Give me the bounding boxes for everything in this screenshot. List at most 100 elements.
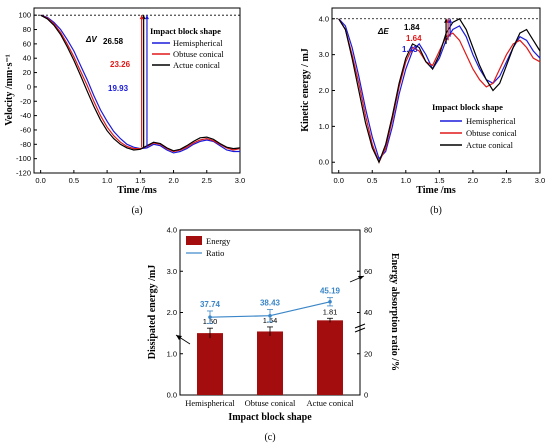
panel-b-delta-arrowhead: [448, 18, 453, 23]
panel-c-ratio-point: [268, 313, 272, 318]
panel-b-legend-obtuse: Obtuse conical: [466, 128, 517, 138]
panel-c-ytick-label: 4.0: [167, 226, 177, 235]
panel-b-caption: (b): [430, 205, 442, 216]
panel-c-legend-energy: Energy: [206, 236, 231, 246]
panel-a-legend-actue: Actue conical: [173, 60, 221, 70]
panel-a-ytick-label: -20: [20, 97, 31, 106]
panel-c-category-label: Hemispherical: [185, 398, 235, 408]
panel-c-y2tick-label: 20: [364, 349, 372, 358]
panel-a-delta-hemispherical: 19.93: [108, 84, 129, 93]
panel-c-ytick-label: 3.0: [167, 267, 177, 276]
panel-c-category-label: Actue conical: [307, 398, 355, 408]
panel-c-ylabel: Dissipated energy /mJ: [147, 265, 158, 359]
panel-b-ytick-label: 4.0: [319, 14, 329, 23]
panel-b-ytick-label: 0.0: [319, 158, 329, 167]
panel-b-ylabel: Kinetic energy / mJ: [300, 48, 311, 132]
panel-a-ytick-label: 100: [18, 11, 31, 20]
panel-c-y2label: Energy absorption ratio /%: [389, 253, 400, 371]
panel-a-xtick-label: 1.0: [102, 176, 112, 185]
panel-c-ytick-label: 2.0: [167, 308, 177, 317]
panel-b-ytick-label: 1.0: [319, 122, 329, 131]
panel-a-xtick-label: 0.5: [69, 176, 79, 185]
panel-b-xtick-label: 0.0: [333, 176, 343, 185]
panel-a-xtick-label: 1.5: [135, 176, 145, 185]
panel-a-legend-title: Impact block shape: [150, 26, 221, 36]
panel-a-xlabel: Time /ms: [117, 185, 157, 196]
panel-c-ratio-label: 38.43: [260, 299, 281, 308]
panel-c-arrow-left: [175, 334, 191, 345]
panel-a-ytick-label: 20: [23, 68, 31, 77]
panel-b-series-actue: [338, 18, 541, 164]
panel-c-xlabel: Impact block shape: [228, 412, 312, 423]
panel-c-bar-label: 1.81: [323, 307, 338, 316]
panel-a-ytick-label: -60: [20, 125, 31, 134]
panel-c-bar: [317, 320, 343, 395]
panel-c-ratio-point: [328, 299, 332, 304]
panel-b-legend-actue: Actue conical: [466, 140, 514, 150]
panel-b-xtick-label: 2.5: [501, 176, 511, 185]
panel-a-xtick-label: 0.0: [35, 176, 45, 185]
panel-c-y2tick-label: 80: [364, 226, 372, 235]
panel-b-xlabel: Time /ms: [416, 185, 456, 196]
panel-b-legend-hemispherical: Hemispherical: [466, 116, 516, 126]
panel-b-delta-symbol: ΔE: [377, 27, 389, 36]
panel-b-ytick-label: 2.0: [319, 86, 329, 95]
panel-a-delta-arrowhead: [139, 15, 144, 20]
panel-c-y2tick-label: 40: [364, 308, 372, 317]
panel-b-delta-actue: 1.84: [404, 23, 420, 32]
panel-b-legend: Impact block shape Hemispherical Obtuse …: [432, 102, 517, 150]
panel-c-y2tick-label: 60: [364, 267, 372, 276]
panel-c-ytick-label: 1.0: [167, 349, 177, 358]
panel-b-series-obtuse: [338, 18, 541, 164]
panel-b-xtick-label: 0.5: [367, 176, 377, 185]
panel-a-ytick-label: 0: [27, 82, 31, 91]
panel-b-series-hemispherical: [338, 18, 541, 160]
panel-c-ytick-label: 0.0: [167, 391, 177, 400]
panel-b-xtick-label: 3.0: [535, 176, 545, 185]
panel-b-delta-obtuse: 1.64: [406, 34, 422, 43]
panel-c-y2tick-label: 0: [364, 391, 368, 400]
panel-a-legend-obtuse: Obtuse conical: [173, 49, 224, 59]
panel-a-xtick-label: 2.0: [168, 176, 178, 185]
panel-a-xtick-label: 2.5: [202, 176, 212, 185]
panel-a-ytick-label: -100: [16, 154, 31, 163]
panel-b-xtick-label: 1.0: [401, 176, 411, 185]
panel-a-ytick-label: 40: [23, 54, 31, 63]
panel-b-delta-hemispherical: 1.43: [402, 45, 418, 54]
panel-c-ratio-point: [208, 315, 212, 319]
panel-c-category-label: Obtuse conical: [245, 398, 296, 408]
panel-a-series-obtuse: [40, 14, 241, 153]
panel-a-ytick-label: -80: [20, 140, 31, 149]
panel-b-xtick-label: 2.0: [468, 176, 478, 185]
panel-a-delta-obtuse: 23.26: [110, 60, 131, 69]
panel-a-velocity: 0.0 0.5 1.0 1.5 2.0 2.5 3.0 100 80 60 40 20 0 -20 -40 -…: [4, 7, 245, 216]
panel-c-axis-break: [354, 323, 366, 333]
panel-a-frame: [33, 7, 241, 174]
panel-a-ytick-label: 80: [23, 25, 31, 34]
panel-a-ytick-label: -120: [16, 169, 31, 178]
panel-a-ytick-label: -40: [20, 111, 31, 120]
panel-c-legend: Energy Ratio: [186, 236, 231, 258]
panel-a-ylabel: Velocity /mm·s⁻¹: [4, 54, 15, 126]
panel-c-ratio-label: 37.74: [200, 300, 221, 309]
panel-c-legend-swatch-energy: [186, 236, 202, 245]
panel-a-delta-arrowhead: [144, 15, 149, 20]
panel-a-delta-actue: 26.58: [103, 37, 124, 46]
panel-a-legend-hemispherical: Hemispherical: [173, 38, 223, 48]
panel-c-ratio-label: 45.19: [320, 287, 341, 296]
panel-b-legend-title: Impact block shape: [432, 102, 503, 112]
panel-c-bar: [197, 333, 223, 395]
panel-b-kinetic-energy: 0.0 0.5 1.0 1.5 2.0 2.5 3.0 0.0 1.0 2.0 3.0 4.0 ΔE 1…: [300, 7, 545, 216]
panel-a-ytick-label: 60: [23, 39, 31, 48]
panel-a-series-actue: [40, 14, 241, 152]
panel-b-xtick-label: 1.5: [434, 176, 444, 185]
panel-a-delta-symbol: ΔV: [85, 35, 97, 44]
panel-c-caption: (c): [264, 432, 275, 443]
panel-c-arrow-right: [349, 275, 365, 283]
panel-b-ytick-label: 3.0: [319, 50, 329, 59]
panel-c-bar: [257, 331, 283, 395]
panel-a-xtick-label: 3.0: [235, 176, 245, 185]
panel-a-legend: Impact block shape Hemispherical Obtuse …: [150, 26, 224, 70]
